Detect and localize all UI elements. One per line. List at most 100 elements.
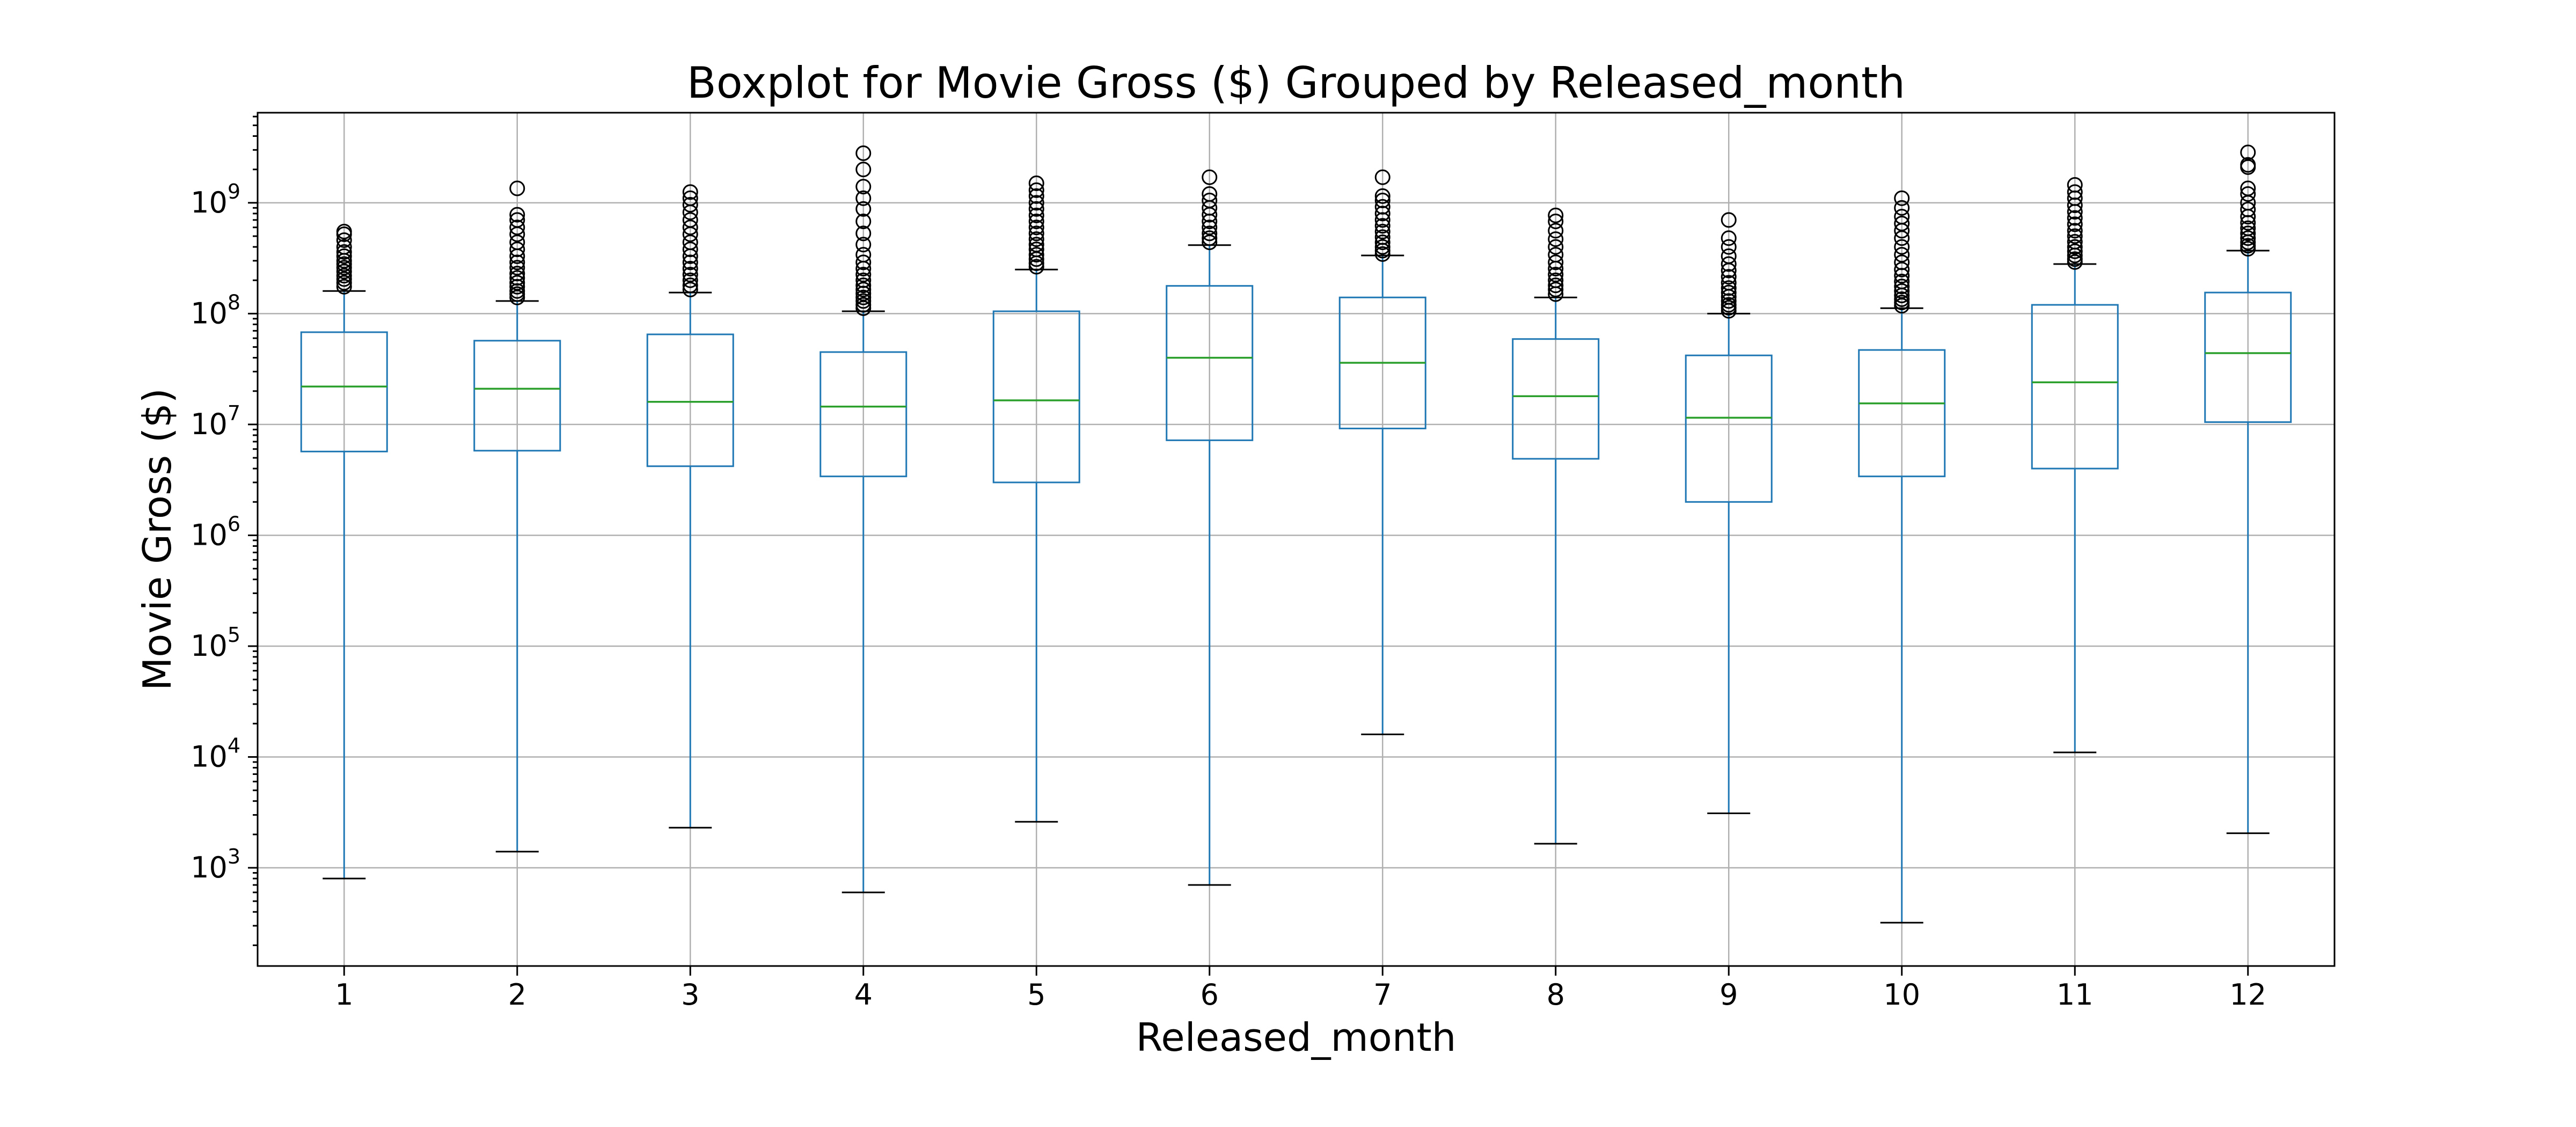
outlier-point [1374,239,1391,255]
outlier-point [1202,219,1218,236]
outlier-point [1202,225,1218,241]
outlier-point [1374,235,1391,251]
x-tick-label: 9 [1719,978,1738,1012]
y-axis-label: Movie Gross ($) [135,388,180,691]
iqr-box [473,340,561,452]
outlier-point [509,241,525,258]
x-tick-label: 12 [2229,978,2266,1012]
outlier-point [1374,169,1391,185]
outlier-point [1028,195,1044,211]
box-month-1 [300,224,388,880]
outlier-point [1721,212,1737,228]
box-month-10 [1858,190,1946,924]
outlier-point [509,212,525,228]
box-month-3 [646,184,734,829]
outlier-point [682,241,698,258]
box-month-2 [473,180,561,853]
outlier-point [1894,274,1910,290]
outlier-point [1548,267,1564,283]
x-tick-label: 5 [1027,978,1045,1012]
outlier-point [509,207,525,223]
box-month-6 [1166,169,1254,886]
outlier-point [1374,193,1391,209]
outlier-point [2240,220,2256,236]
outlier-point [2067,223,2083,239]
outlier-point [855,225,872,241]
box-month-4 [819,145,908,894]
y-tick-label: 107 [191,401,240,441]
outlier-point [1721,297,1737,313]
outlier-point [855,145,872,162]
iqr-box [646,333,734,467]
outlier-point [2067,251,2083,267]
outlier-point [1894,283,1910,299]
outlier-point [1548,281,1564,297]
outlier-point [1374,199,1391,215]
outlier-point [1548,247,1564,263]
outlier-point [1894,247,1910,263]
outlier-point [509,219,525,236]
outlier-point [336,239,352,255]
x-tick-label: 7 [1373,978,1392,1012]
outlier-point [1894,279,1910,295]
outlier-point [2240,180,2256,196]
outlier-point [509,266,525,282]
x-tick-label: 8 [1547,978,1565,1012]
outlier-point [682,184,698,200]
x-tick-label: 2 [508,978,526,1012]
outlier-point [855,213,872,229]
outlier-point [855,277,872,294]
outlier-point [855,281,872,297]
outlier-point [1202,169,1218,185]
outlier-point [1374,206,1391,222]
outlier-point [336,268,352,284]
outlier-point [509,254,525,270]
outlier-point [1374,224,1391,240]
outlier-point [509,283,525,299]
x-tick-label: 1 [335,978,353,1012]
y-tick-label: 104 [191,734,240,773]
outlier-point [1721,280,1737,296]
outlier-point [509,235,525,251]
outlier-point [1028,175,1044,192]
y-tick-label: 106 [191,512,240,552]
outlier-point [2067,228,2083,244]
outlier-point [2240,186,2256,202]
outlier-point [2067,243,2083,259]
outlier-point [1721,256,1737,272]
y-tick-label: 108 [191,290,240,330]
outlier-point [2240,157,2256,173]
outlier-point [2240,201,2256,217]
outlier-point [1374,188,1391,204]
iqr-box [819,351,908,478]
outlier-point [1028,247,1044,263]
iqr-box [2031,304,2119,470]
outlier-point [1028,237,1044,253]
outlier-point [1028,225,1044,241]
outlier-point [509,275,525,291]
outlier-point [509,260,525,276]
outlier-point [1028,201,1044,217]
outlier-point [336,244,352,260]
box-month-7 [1338,169,1426,735]
outlier-point [2240,144,2256,160]
outlier-point [1202,193,1218,209]
x-tick-label: 4 [854,978,873,1012]
outlier-point [1721,275,1737,291]
outlier-point [336,279,352,295]
outlier-point [1028,259,1044,275]
outlier-point [336,264,352,280]
box-month-5 [992,175,1080,823]
outlier-point [1028,241,1044,258]
outlier-point [1028,219,1044,236]
x-tick-label: 6 [1201,978,1219,1012]
chart-title: Boxplot for Movie Gross ($) Grouped by R… [687,58,1905,108]
outlier-point [682,281,698,297]
box-month-9 [1685,212,1773,815]
outlier-point [2067,210,2083,226]
outlier-point [1894,239,1910,255]
outlier-point [336,275,352,291]
x-tick-label: 11 [2057,978,2094,1012]
